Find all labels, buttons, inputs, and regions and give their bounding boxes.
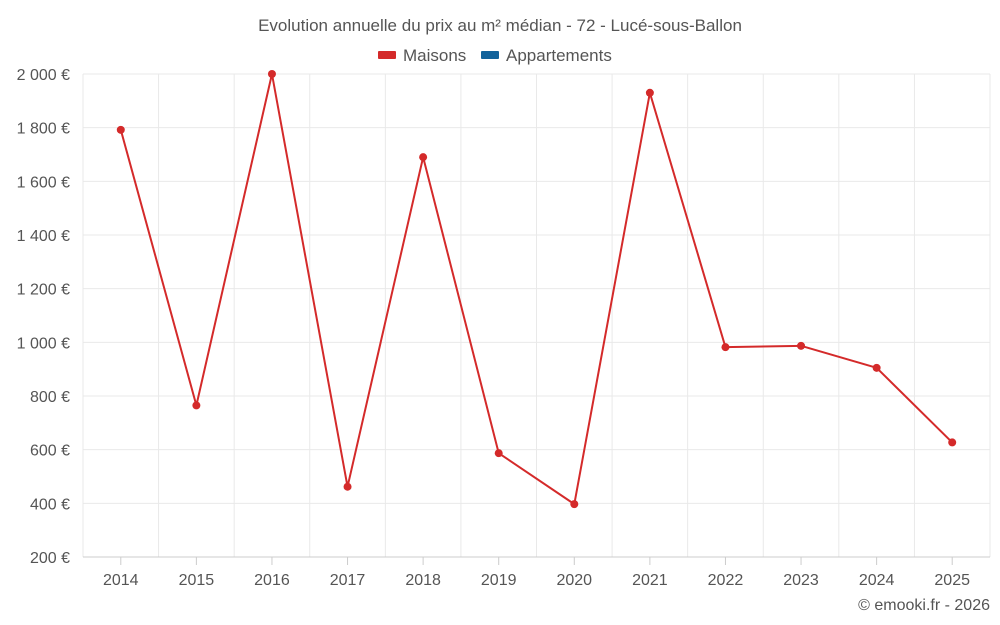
data-point-maisons-2021[interactable] — [645, 88, 654, 97]
legend-swatch-appartements — [481, 51, 499, 59]
x-tick-label: 2021 — [632, 572, 668, 589]
y-tick-label: 800 € — [30, 389, 70, 406]
data-point-maisons-2017[interactable] — [343, 482, 352, 491]
x-tick-label: 2025 — [934, 572, 970, 589]
data-point-maisons-2025[interactable] — [948, 438, 957, 447]
data-point-maisons-2019[interactable] — [494, 449, 503, 458]
legend[interactable]: Maisons Appartements — [378, 46, 612, 65]
x-tick-label: 2018 — [405, 572, 441, 589]
legend-swatch-maisons — [378, 51, 396, 59]
y-tick-label: 1 400 € — [17, 228, 70, 245]
x-tick-label: 2020 — [556, 572, 592, 589]
chart-title: Evolution annuelle du prix au m² médian … — [258, 16, 742, 35]
y-tick-label: 1 600 € — [17, 174, 70, 191]
x-tick-label: 2016 — [254, 572, 290, 589]
grid — [82, 73, 991, 557]
y-tick-label: 1 800 € — [17, 121, 70, 138]
x-tick-label: 2022 — [708, 572, 744, 589]
y-tick-label: 1 000 € — [17, 335, 70, 352]
data-point-maisons-2024[interactable] — [872, 363, 881, 372]
x-tick-label: 2024 — [859, 572, 895, 589]
x-tick-label: 2015 — [179, 572, 215, 589]
x-tick-label: 2017 — [330, 572, 366, 589]
legend-item-maisons[interactable]: Maisons — [378, 46, 466, 65]
y-tick-label: 600 € — [30, 443, 70, 460]
data-point-maisons-2014[interactable] — [116, 125, 125, 134]
x-tick-label: 2019 — [481, 572, 517, 589]
series-line-maisons — [119, 73, 953, 506]
legend-label-maisons: Maisons — [403, 46, 466, 65]
data-point-maisons-2016[interactable] — [267, 70, 276, 78]
y-tick-label: 200 € — [30, 550, 70, 567]
y-tick-label: 1 200 € — [17, 282, 70, 299]
axes: 200 € 400 € 600 € 800 € 1 000 € 1 200 € 1 400 … — [17, 67, 990, 589]
y-tick-label: 400 € — [30, 496, 70, 513]
series — [116, 70, 957, 509]
data-point-maisons-2023[interactable] — [797, 341, 806, 350]
y-tick-label: 2 000 € — [17, 67, 70, 84]
data-point-maisons-2015[interactable] — [192, 401, 201, 410]
data-point-maisons-2022[interactable] — [721, 343, 730, 352]
x-tick-label: 2014 — [103, 572, 139, 589]
legend-label-appartements: Appartements — [506, 46, 612, 65]
legend-item-appartements[interactable]: Appartements — [481, 46, 612, 65]
x-tick-label: 2023 — [783, 572, 819, 589]
credit-text: © emooki.fr - 2026 — [858, 597, 990, 614]
data-point-maisons-2020[interactable] — [570, 500, 579, 509]
data-point-maisons-2018[interactable] — [419, 153, 428, 162]
